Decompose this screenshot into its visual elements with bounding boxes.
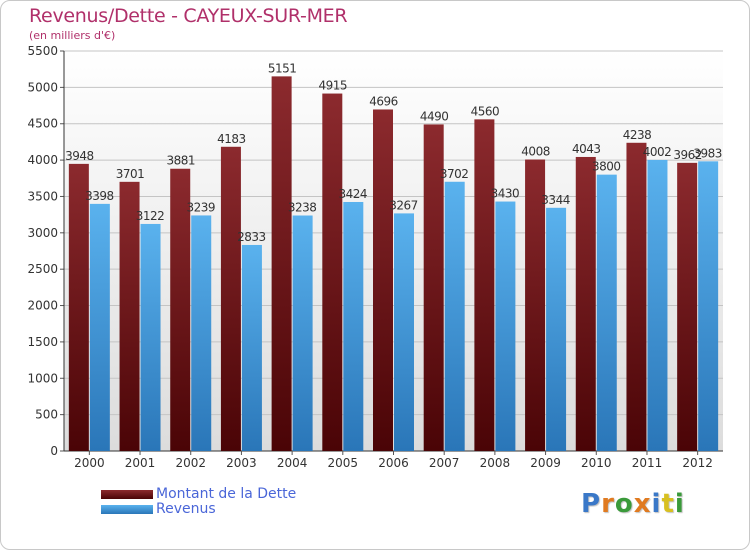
bar-revenue [647, 159, 668, 452]
data-label-revenue: 3430 [491, 187, 520, 201]
data-label-debt: 4238 [623, 128, 652, 142]
logo-letter: t [661, 489, 675, 519]
y-tick-label: 1000 [27, 371, 58, 385]
chart-subtitle: (en milliers d'€) [29, 29, 116, 42]
data-label-debt: 4915 [319, 79, 348, 93]
y-tick-label: 5000 [27, 80, 58, 94]
x-tick-label: 2003 [226, 456, 257, 470]
bar-revenue [698, 161, 719, 451]
data-label-debt: 4696 [369, 94, 398, 108]
x-tick-label: 2005 [328, 456, 359, 470]
y-tick-label: 3500 [27, 189, 58, 203]
data-label-revenue: 3238 [288, 201, 317, 215]
y-tick-label: 4000 [27, 153, 58, 167]
bar-debt [220, 146, 241, 452]
proxiti-logo: Proxiti [581, 489, 685, 519]
data-label-debt: 3701 [116, 167, 145, 181]
data-label-revenue: 3239 [186, 200, 215, 214]
chart-title: Revenus/Dette - CAYEUX-SUR-MER [29, 5, 348, 27]
y-tick-label: 2000 [27, 299, 58, 313]
bar-revenue [241, 244, 262, 451]
bar-revenue [89, 203, 110, 451]
data-label-revenue: 3344 [541, 193, 570, 207]
data-label-debt: 4490 [420, 109, 449, 123]
x-tick-label: 2010 [581, 456, 612, 470]
data-label-revenue: 3800 [592, 160, 621, 174]
data-label-revenue: 3983 [693, 146, 722, 160]
bar-debt [322, 93, 343, 451]
y-tick-label: 4500 [27, 117, 58, 131]
x-tick-label: 2007 [429, 456, 460, 470]
y-tick-label: 500 [35, 408, 58, 422]
legend-label-debt: Montant de la Dette [156, 486, 297, 502]
plot-area [64, 51, 723, 451]
bar-debt [525, 159, 546, 451]
bar-revenue [546, 207, 567, 451]
data-label-debt: 3962 [673, 148, 702, 162]
x-tick-label: 2011 [632, 456, 663, 470]
data-label-debt: 4183 [217, 132, 246, 146]
data-label-debt: 3881 [166, 154, 195, 168]
data-label-revenue: 4002 [643, 145, 672, 159]
logo-letter: i [651, 489, 662, 519]
bar-revenue [292, 215, 313, 451]
legend-swatch-debt [101, 490, 153, 499]
logo-letter: P [581, 489, 602, 519]
bar-revenue [140, 223, 161, 451]
x-tick-label: 2006 [378, 456, 409, 470]
data-label-debt: 4008 [521, 145, 550, 159]
x-tick-label: 2008 [480, 456, 511, 470]
data-label-debt: 5151 [268, 61, 297, 75]
legend-label-revenue: Revenus [156, 501, 216, 517]
bar-debt [373, 109, 393, 452]
x-tick-label: 2000 [74, 456, 105, 470]
logo-letter: o [614, 489, 634, 519]
bar-revenue [444, 181, 465, 451]
y-tick-label: 2500 [27, 262, 58, 276]
y-tick-label: 1500 [27, 335, 58, 349]
data-label-debt: 4043 [572, 142, 601, 156]
bar-revenue [495, 201, 516, 451]
bar-debt [271, 76, 292, 451]
bar-revenue [343, 201, 364, 451]
bar-debt [119, 181, 140, 451]
x-tick-label: 2012 [682, 456, 713, 470]
y-tick-label: 3000 [27, 226, 58, 240]
bar-revenue [596, 174, 617, 452]
data-label-revenue: 3122 [136, 209, 165, 223]
bar-revenue [394, 213, 414, 451]
logo-letter: r [601, 489, 615, 519]
bar-debt [626, 142, 647, 452]
x-tick-label: 2009 [530, 456, 561, 470]
data-label-revenue: 3267 [389, 198, 418, 212]
data-label-debt: 3948 [65, 149, 94, 163]
y-tick-label: 5500 [27, 44, 58, 58]
bar-debt [677, 162, 698, 451]
logo-letter: x [633, 489, 652, 519]
data-label-revenue: 3424 [339, 187, 368, 201]
bar-debt [474, 119, 495, 451]
bar-revenue [191, 215, 212, 451]
data-label-revenue: 3398 [85, 189, 114, 203]
bar-debt [170, 168, 191, 451]
data-label-revenue: 2833 [237, 230, 266, 244]
data-label-revenue: 3702 [440, 167, 469, 181]
bar-debt [423, 124, 444, 452]
bar-debt [68, 163, 89, 451]
data-label-debt: 4560 [471, 104, 500, 118]
x-tick-label: 2001 [125, 456, 156, 470]
x-tick-label: 2002 [175, 456, 206, 470]
legend-swatch-revenue [101, 505, 153, 514]
bar-debt [575, 156, 596, 452]
y-tick-label: 0 [50, 444, 58, 458]
logo-letter: i [674, 489, 685, 519]
x-tick-label: 2004 [277, 456, 308, 470]
